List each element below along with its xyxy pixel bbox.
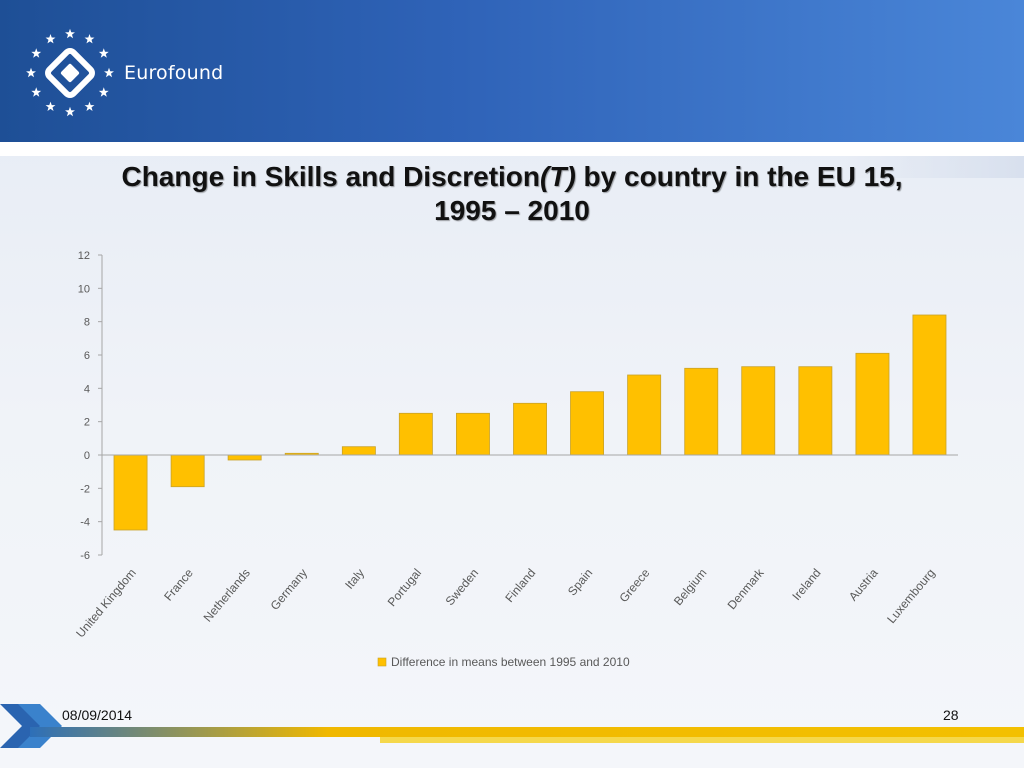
x-tick-label: Netherlands [201, 566, 253, 625]
bar-greece [627, 374, 662, 456]
star-icon [31, 87, 42, 97]
x-tick-label: Denmark [725, 565, 768, 612]
bar-finland [513, 402, 547, 456]
bar-united-kingdom [113, 454, 148, 531]
x-tick-label: Austria [846, 566, 881, 604]
arrow-icon [0, 704, 62, 748]
star-icon [45, 34, 56, 44]
x-tick-label: Portugal [385, 566, 424, 609]
x-tick-label: Ireland [789, 566, 823, 603]
x-tick-label: Belgium [671, 566, 710, 608]
legend-label: Difference in means between 1995 and 201… [391, 655, 630, 669]
bar-denmark [741, 366, 776, 456]
header-divider [0, 142, 1024, 156]
bar-chart: 12 10 8 6 4 2 0 -2 -4 -6 United Kingdom France Nethe… [73, 250, 958, 669]
star-icon [104, 67, 114, 78]
bar-sweden [455, 412, 490, 456]
y-tick-label: 8 [84, 317, 90, 329]
x-tick-label: Greece [616, 566, 652, 605]
bar-france [170, 454, 205, 488]
bar-portugal [398, 412, 433, 456]
star-icon [98, 48, 109, 58]
y-tick-label: 12 [78, 250, 90, 262]
star-icon [65, 106, 75, 117]
header-bar: Eurofound [0, 0, 1024, 142]
brand-name: Eurofound [124, 62, 224, 84]
x-tick-label: Italy [342, 566, 367, 592]
bar-belgium [684, 367, 719, 456]
y-tick-label: 10 [78, 283, 90, 295]
bar-austria [855, 352, 890, 456]
star-icon [84, 101, 95, 111]
slide-number: 28 [943, 707, 959, 723]
x-tick-label: Germany [268, 566, 310, 613]
y-tick-label: -2 [80, 483, 90, 495]
star-icon [45, 101, 56, 111]
eurofound-logo [26, 28, 114, 117]
title-text: Change in Skills and Discretion [121, 161, 541, 192]
slide-date: 08/09/2014 [62, 707, 133, 723]
bar-luxembourg [912, 314, 947, 456]
x-tick-label: France [161, 566, 196, 604]
x-tick-label: Finland [502, 566, 538, 605]
x-tick-label: United Kingdom [73, 566, 139, 640]
star-icon [31, 48, 42, 58]
footer-stripe [30, 727, 1024, 737]
bar-netherlands [227, 454, 262, 461]
x-tick-label: Luxembourg [884, 566, 938, 626]
star-icon [84, 34, 95, 44]
bar-ireland [798, 366, 833, 456]
legend-swatch [377, 657, 387, 667]
title-years: 1995 – 2010 [434, 195, 590, 226]
star-icon [65, 28, 75, 39]
header-accent [845, 156, 1024, 178]
x-tick-label: Spain [565, 566, 595, 599]
y-tick-label: -6 [80, 550, 90, 562]
title-italic: (T) [540, 161, 576, 192]
star-icon [98, 87, 109, 97]
bar-spain [570, 391, 604, 456]
bar-italy [341, 446, 376, 456]
y-tick-label: 2 [84, 417, 90, 429]
y-tick-label: -4 [80, 517, 90, 529]
title-text-end: by country in the EU 15, [575, 161, 903, 192]
y-tick-label: 6 [84, 350, 90, 362]
y-tick-label: 0 [84, 450, 90, 462]
slide-title: Change in Skills and Discretion(T) by co… [20, 160, 1004, 228]
x-tick-label: Sweden [443, 566, 482, 608]
y-tick-label: 4 [84, 383, 90, 395]
footer-stripe-lower [380, 737, 1024, 743]
star-icon [26, 67, 36, 78]
